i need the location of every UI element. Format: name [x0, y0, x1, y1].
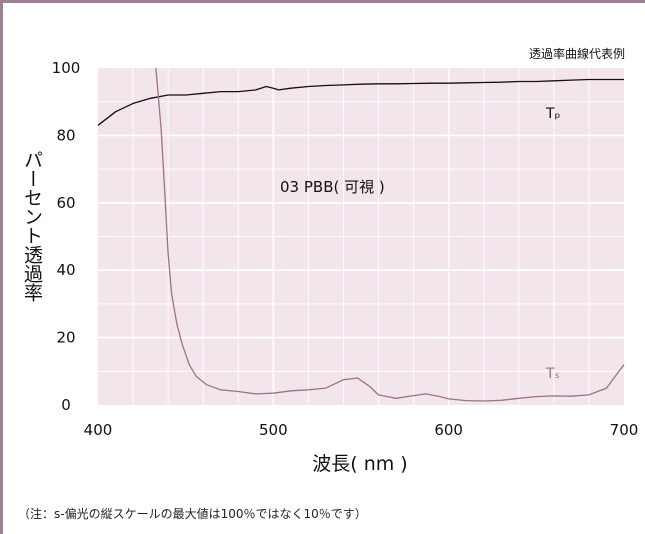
series-line-tp	[97, 78, 624, 126]
series-lines	[97, 67, 625, 402]
gridlines	[98, 68, 624, 405]
y-tick-labels: 0 20 40 60 80 100	[52, 59, 81, 414]
y-axis-label: パーセント透過率	[21, 150, 43, 302]
y-tick-label: 40	[56, 261, 75, 279]
y-tick-label: 100	[52, 59, 81, 77]
y-tick-label: 60	[56, 194, 75, 212]
transmission-chart: 0 20 40 60 80 100 400 500 600 700 透過率曲線代表例 03 PB…	[21, 46, 639, 475]
x-tick-labels: 400 500 600 700	[84, 421, 639, 439]
footnote: （注：s-偏光の縦スケールの最大値は100％ではなく10％です）	[18, 507, 367, 521]
y-tick-label: 80	[56, 126, 75, 144]
x-axis-label: 波長( nm )	[312, 453, 407, 475]
series-line-ts	[155, 67, 625, 402]
y-tick-label: 20	[56, 329, 75, 347]
x-tick-label: 500	[259, 421, 288, 439]
x-tick-label: 600	[434, 421, 463, 439]
series-label-tp: Tₚ	[545, 106, 561, 122]
chart-subtitle: 透過率曲線代表例	[529, 46, 625, 61]
chart-title: 03 PBB( 可視 )	[280, 178, 385, 196]
x-tick-label: 400	[84, 421, 113, 439]
x-tick-label: 700	[610, 421, 639, 439]
y-tick-label: 0	[61, 396, 71, 414]
series-label-ts: Tₛ	[545, 366, 560, 382]
